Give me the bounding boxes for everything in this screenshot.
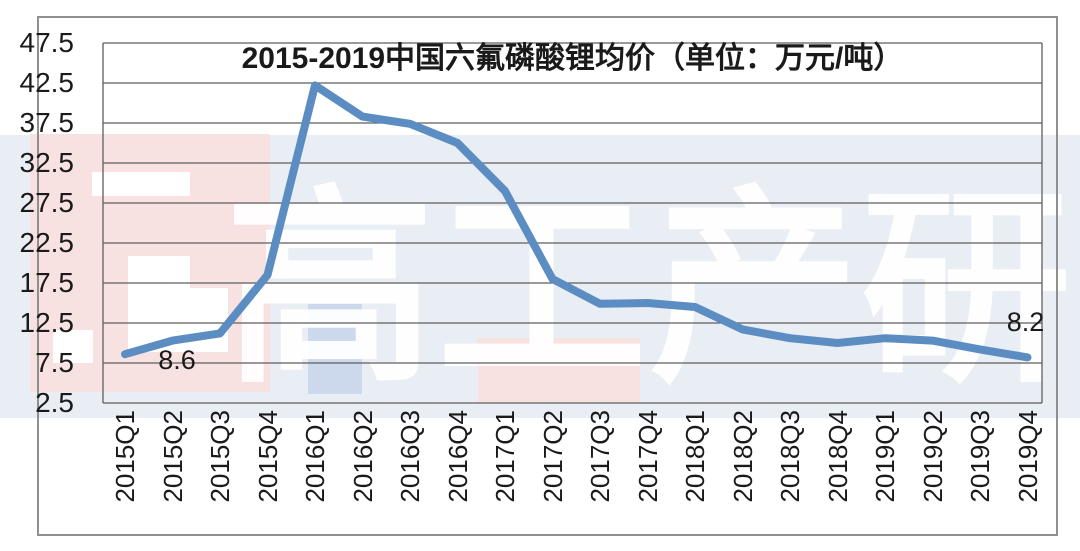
x-tick-label: 2015Q2: [157, 410, 188, 503]
y-tick-label: 17.5: [19, 267, 75, 298]
y-tick-label: 7.5: [35, 347, 74, 378]
watermark-logo-shape: [53, 330, 93, 363]
x-tick-label: 2015Q4: [252, 410, 283, 503]
x-tick-label: 2017Q2: [537, 410, 568, 503]
x-tick-label: 2019Q2: [917, 410, 948, 503]
chart-title: 2015-2019中国六氟磷酸锂均价（单位：万元/吨）: [241, 42, 904, 75]
y-tick-label: 27.5: [19, 187, 75, 218]
x-tick-label: 2016Q2: [347, 410, 378, 503]
x-tick-label: 2016Q1: [300, 410, 330, 503]
x-tick-label: 2016Q4: [442, 410, 473, 503]
y-tick-label: 37.5: [19, 107, 75, 138]
x-tick-label: 2018Q3: [775, 410, 805, 503]
outer-frame: [37, 16, 1058, 536]
x-tick-label: 2019Q1: [870, 410, 900, 503]
y-tick-label: 22.5: [19, 227, 75, 258]
x-tick-label: 2018Q1: [680, 410, 710, 503]
data-point-label: 8.2: [1006, 307, 1045, 338]
x-tick-label: 2018Q2: [727, 410, 758, 503]
x-tick-label: 2017Q1: [490, 410, 520, 503]
x-tick-label: 2019Q3: [965, 410, 995, 503]
x-tick-label: 2019Q4: [1012, 410, 1043, 503]
x-tick-label: 2015Q3: [205, 410, 235, 503]
y-tick-label: 47.5: [19, 27, 75, 58]
y-tick-label: 42.5: [19, 67, 75, 98]
x-tick-label: 2017Q3: [585, 410, 615, 503]
data-point-label: 8.6: [158, 345, 196, 376]
x-tick-label: 2018Q4: [822, 410, 853, 503]
x-tick-label: 2017Q4: [632, 410, 663, 503]
x-tick-label: 2015Q1: [110, 410, 140, 503]
y-tick-label: 32.5: [19, 147, 75, 178]
y-tick-label: 12.5: [19, 307, 75, 338]
x-tick-label: 2016Q3: [395, 410, 425, 503]
y-tick-label: 2.5: [35, 387, 74, 418]
